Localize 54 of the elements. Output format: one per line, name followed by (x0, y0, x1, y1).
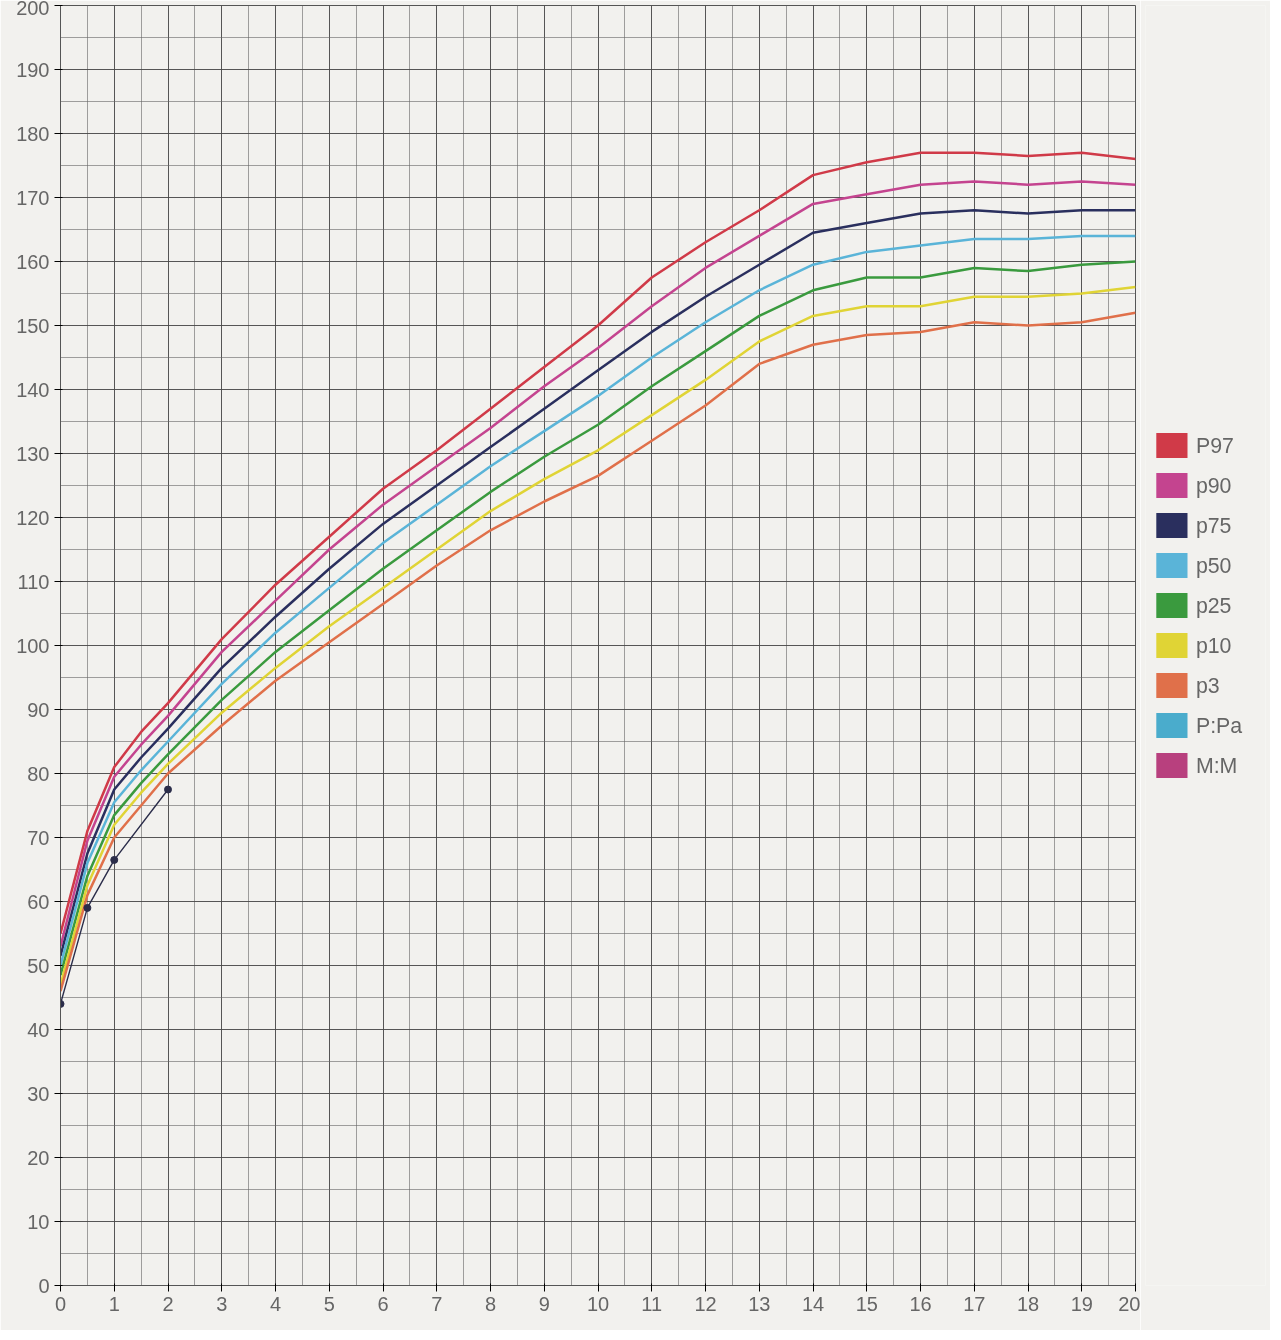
y-tick-label: 130 (16, 442, 50, 465)
y-tick-label: 190 (16, 58, 50, 81)
x-tick-label: 16 (909, 1292, 932, 1315)
x-tick-label: 10 (586, 1292, 610, 1315)
x-tick-label: 8 (484, 1292, 497, 1315)
x-tick-label: 19 (1070, 1292, 1093, 1315)
x-tick-label: 17 (963, 1292, 986, 1315)
x-tick-label: 6 (377, 1292, 389, 1315)
x-tick-label: 7 (431, 1292, 443, 1315)
y-tick-label: 60 (27, 890, 50, 913)
y-tick-label: 120 (16, 506, 50, 529)
y-tick-label: 170 (16, 186, 50, 209)
x-tick-label: 2 (162, 1292, 174, 1315)
x-tick-label: 0 (54, 1292, 67, 1315)
point (164, 785, 172, 794)
y-tick-label: 160 (16, 250, 50, 273)
y-tick-label: 150 (16, 314, 50, 337)
y-tick-label: 70 (27, 826, 50, 849)
y-tick-label: 100 (16, 634, 50, 657)
point (83, 903, 92, 912)
y-tick-label: 20 (27, 1146, 50, 1169)
x-tick-label: 12 (694, 1292, 717, 1315)
y-tick-label: 50 (27, 954, 50, 977)
y-tick-label: 10 (27, 1210, 50, 1233)
legend-label: p50 (1195, 553, 1232, 578)
y-tick-label: 180 (16, 122, 50, 145)
x-tick-label: 4 (269, 1292, 282, 1315)
x-tick-label: 18 (1016, 1292, 1040, 1315)
y-tick-label: 0 (38, 1274, 50, 1297)
x-tick-label: 5 (323, 1292, 335, 1315)
x-tick-label: 11 (641, 1292, 663, 1315)
legend-label: p75 (1195, 513, 1232, 538)
legend-label: p90 (1195, 473, 1232, 498)
x-tick-label: 3 (216, 1292, 228, 1315)
x-tick-label: 9 (538, 1292, 550, 1315)
legend-label: p25 (1195, 593, 1232, 618)
y-tick-label: 200 (16, 0, 50, 19)
y-tick-label: 30 (27, 1082, 50, 1105)
x-tick-label: 20 (1118, 1292, 1141, 1315)
legend-label: p10 (1195, 633, 1232, 658)
x-tick-label: 14 (801, 1292, 825, 1315)
x-tick-label: 13 (748, 1292, 771, 1315)
y-tick-label: 110 (17, 570, 50, 593)
legend-label: P97 (1195, 433, 1234, 458)
point (110, 855, 119, 864)
legend-label: P:Pa (1195, 713, 1243, 738)
y-tick-label: 80 (27, 762, 50, 785)
y-tick-label: 140 (16, 378, 50, 401)
y-tick-label: 90 (27, 698, 50, 721)
x-tick-label: 15 (855, 1292, 878, 1315)
legend-label: p3 (1195, 673, 1220, 698)
x-tick-label: 1 (108, 1292, 120, 1315)
y-tick-label: 40 (27, 1018, 50, 1041)
legend-label: M:M (1195, 753, 1238, 778)
